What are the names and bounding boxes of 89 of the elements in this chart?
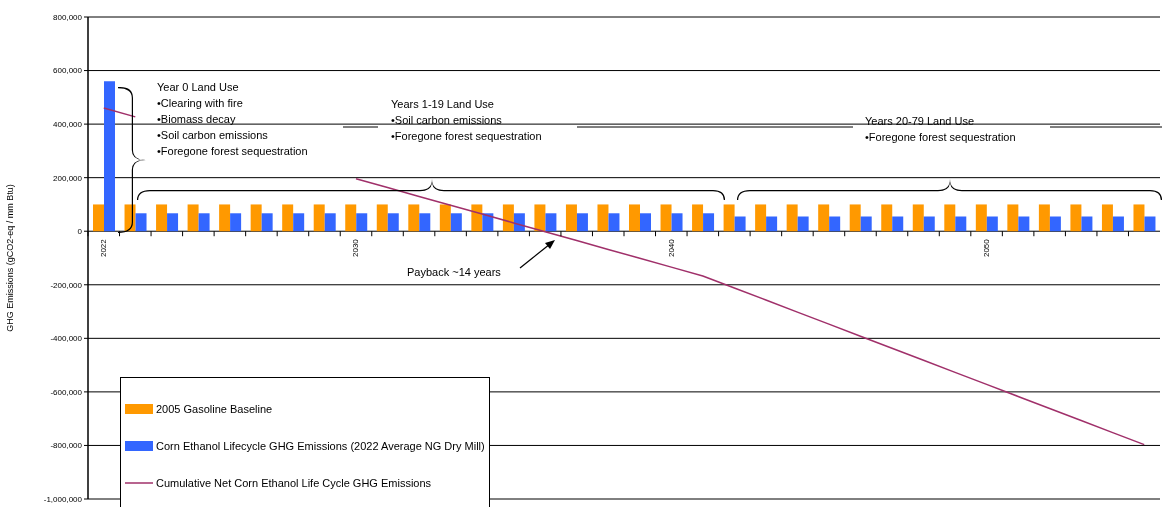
- y-tick-label: -600,000: [50, 387, 83, 397]
- bar: [1081, 216, 1093, 232]
- bar: [513, 213, 525, 232]
- bar: [408, 204, 420, 232]
- bar: [975, 204, 987, 232]
- bar: [376, 204, 388, 232]
- bar: [534, 204, 546, 232]
- annotation: Payback ~14 years: [407, 266, 502, 278]
- bar: [135, 213, 147, 232]
- bar: [944, 204, 956, 232]
- bar: [450, 213, 462, 232]
- bar: [482, 213, 494, 232]
- bar: [439, 204, 451, 232]
- bar: [703, 213, 715, 232]
- bar: [1038, 204, 1050, 232]
- bar: [545, 213, 557, 232]
- bar: [282, 204, 294, 232]
- bar: [629, 204, 640, 232]
- y-tick-label: 200,000: [53, 173, 83, 183]
- bar: [93, 204, 104, 232]
- bar: [766, 216, 778, 232]
- bar: [104, 81, 115, 232]
- bar: [723, 204, 735, 232]
- bar: [261, 213, 273, 232]
- bar: [829, 216, 841, 232]
- bar: [198, 213, 210, 232]
- bar: [167, 213, 179, 232]
- bar: [356, 213, 368, 232]
- y-tick-label: -800,000: [50, 441, 83, 451]
- bar: [1049, 216, 1061, 232]
- y-tick-label: -400,000: [50, 334, 83, 344]
- bar: [797, 216, 809, 232]
- x-tick-label: 2030: [351, 238, 361, 258]
- bar: [471, 204, 483, 232]
- bar: [565, 204, 577, 232]
- annotation: Years 20-79 Land Use •Foregone forest sequestration: [865, 115, 1016, 143]
- bar: [734, 216, 746, 232]
- bar: [1007, 204, 1019, 232]
- y-tick-label: 0: [77, 227, 83, 237]
- bar: [671, 213, 683, 232]
- bar: [1070, 204, 1082, 232]
- bar: [818, 204, 830, 232]
- bar: [502, 204, 514, 232]
- bar: [755, 204, 767, 232]
- bar: [892, 216, 904, 232]
- bar: [597, 204, 609, 232]
- bar: [387, 213, 399, 232]
- legend-label: Cumulative Net Corn Ethanol Life Cycle GHG Emissions: [156, 476, 432, 489]
- annotation: Years 1-19 Land Use •Soil carbon emissions •Foregone forest sequestration: [391, 98, 542, 142]
- y-tick-label: -200,000: [50, 280, 83, 290]
- x-tick-label: 2050: [982, 238, 992, 258]
- bar: [1144, 216, 1156, 232]
- bar: [849, 204, 861, 232]
- bar: [660, 204, 672, 232]
- bar: [640, 213, 651, 232]
- bar: [986, 216, 998, 232]
- bar: [156, 204, 168, 232]
- bar: [923, 216, 935, 232]
- y-axis-title: GHG Emissions (gCO2-eq / mm Btu): [5, 184, 16, 332]
- bar: [608, 213, 620, 232]
- bar: [881, 204, 893, 232]
- bar: [324, 213, 336, 232]
- annotation: Year 0 Land Use •Clearing with fire •Biomass decay •Soil carbon emissions •Foregone forest sequestration: [157, 81, 308, 157]
- bar: [1112, 216, 1124, 232]
- bar: [1101, 204, 1113, 232]
- bar: [293, 213, 305, 232]
- y-tick-label: 400,000: [53, 119, 83, 129]
- x-tick-label: 2040: [666, 238, 676, 258]
- x-tick-label: 2022: [99, 238, 109, 258]
- bar: [313, 204, 325, 232]
- bar: [419, 213, 431, 232]
- bar: [955, 216, 967, 232]
- y-tick-label: 600,000: [53, 66, 83, 76]
- bar: [1018, 216, 1030, 232]
- bar: [230, 213, 242, 232]
- bar: [345, 204, 357, 232]
- legend-label: Corn Ethanol Lifecycle GHG Emissions (2022 Average NG Dry Mill): [156, 439, 485, 452]
- bar: [250, 204, 262, 232]
- bar: [187, 204, 199, 232]
- y-tick-label: 800,000: [53, 12, 83, 22]
- y-tick-label: -1,000,000: [43, 494, 83, 504]
- bar: [786, 204, 798, 232]
- bar: [219, 204, 231, 232]
- bar: [692, 204, 704, 232]
- legend-label: 2005 Gasoline Baseline: [156, 402, 273, 415]
- bar: [912, 204, 924, 232]
- bar: [576, 213, 588, 232]
- bar: [1133, 204, 1145, 232]
- bar: [860, 216, 872, 232]
